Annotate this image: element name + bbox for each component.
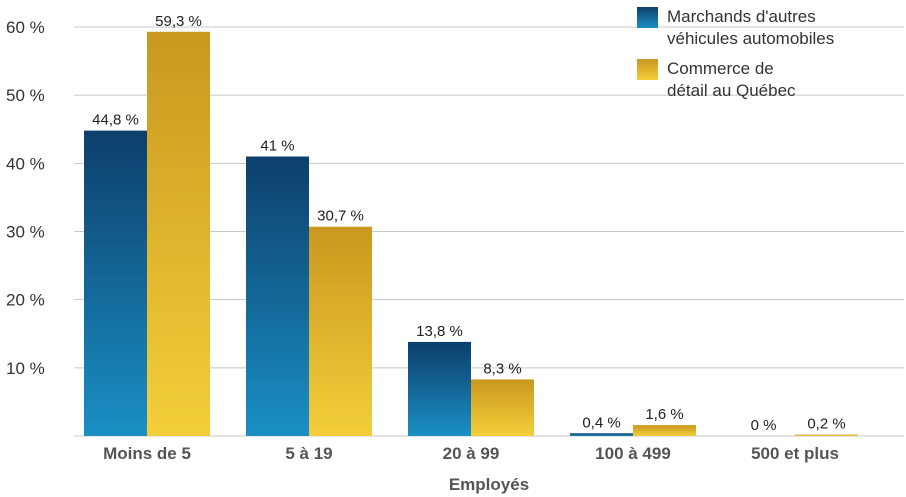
data-label: 13,8 % [416,323,463,340]
legend-label-line: détail au Québec [667,81,796,100]
x-tick-label: 20 à 99 [443,444,500,463]
data-label: 41 % [260,138,294,155]
gridlines [74,26,904,437]
x-tick-label: 100 à 499 [595,444,671,463]
legend-item-series-1: Marchands d'autres véhicules automobiles [637,6,899,50]
x-tick-label: Moins de 5 [103,444,191,463]
data-label: 1,6 % [645,406,683,423]
data-label: 0,4 % [582,414,620,431]
bar-series-1 [84,130,147,436]
y-tick-label: 40 % [6,154,45,173]
data-label: 30,7 % [317,208,364,225]
bar-series-1 [408,341,471,436]
legend-swatch-series-1 [637,7,658,28]
y-tick-label: 60 % [6,18,45,37]
x-tick-label: 5 à 19 [285,444,332,463]
bar-series-2 [309,226,372,436]
legend-label-line: véhicules automobiles [667,29,835,48]
bar-series-1 [570,433,633,436]
y-axis-ticks: 10 % 20 % 30 % 40 % 50 % 60 % [6,18,45,378]
x-axis-categories: Moins de 5 5 à 19 20 à 99 100 à 499 500 et p… [103,444,839,463]
data-label: 59,3 % [155,13,202,30]
y-tick-label: 20 % [6,291,45,310]
data-labels: 44,8 % 59,3 % 41 % 30,7 % 13,8 % 8,3 % 0,4 % 1,… [92,13,846,434]
data-label: 0,2 % [807,416,845,433]
bar-series-2 [795,434,858,436]
legend-label-series-1: Marchands d'autres véhicules automobiles [667,6,899,50]
legend-label-line: Marchands d'autres [667,7,816,26]
legend-swatch-series-2 [637,59,658,80]
x-axis-title: Employés [449,475,529,494]
data-label: 8,3 % [483,360,521,377]
bar-series-2 [147,31,210,436]
y-tick-label: 50 % [6,86,45,105]
bar-series-2 [471,379,534,436]
legend-label-series-2: Commerce de détail au Québec [667,58,899,102]
x-tick-label: 500 et plus [751,444,839,463]
legend-label-line: Commerce de [667,59,774,78]
data-label: 44,8 % [92,112,139,129]
legend: Marchands d'autres véhicules automobiles… [637,6,899,110]
legend-item-series-2: Commerce de détail au Québec [637,58,899,102]
bars [84,31,858,436]
y-tick-label: 30 % [6,223,45,242]
bar-series-2 [633,425,696,436]
data-label: 0 % [751,417,777,434]
y-tick-label: 10 % [6,359,45,378]
bar-series-1 [246,156,309,436]
